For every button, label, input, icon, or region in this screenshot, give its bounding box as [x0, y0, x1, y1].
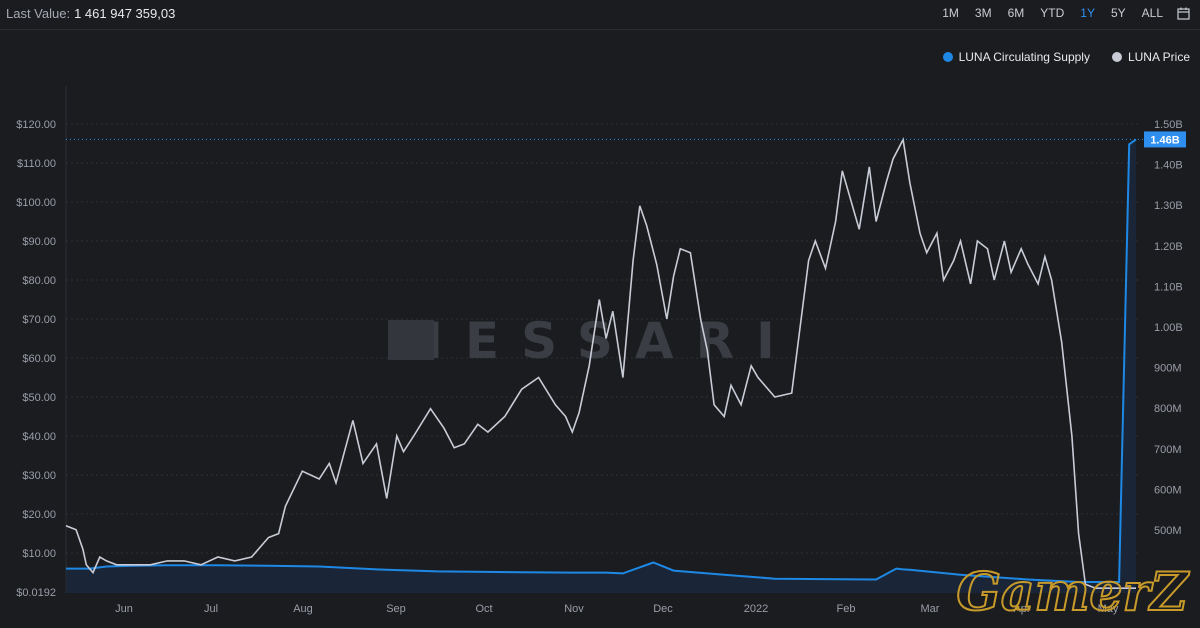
range-ytd[interactable]: YTD	[1040, 6, 1065, 20]
y-right-tick-label: 700M	[1154, 444, 1182, 456]
range-3m[interactable]: 3M	[974, 6, 992, 20]
y-left-tick-label: $30.00	[22, 470, 56, 482]
legend-item-supply[interactable]: LUNA Circulating Supply	[942, 50, 1090, 64]
legend-dot-supply	[942, 52, 953, 62]
y-right-tick-label: 1.20B	[1154, 241, 1183, 253]
x-tick-label: Aug	[293, 603, 313, 615]
last-value-number: 1 461 947 359,03	[74, 6, 176, 21]
x-tick-label: May	[1098, 603, 1119, 615]
y-left-tick-label: $110.00	[17, 158, 56, 170]
x-tick-label: Sep	[386, 603, 406, 615]
last-value-label: Last Value:	[6, 6, 71, 21]
legend-dot-price	[1111, 52, 1122, 62]
price-line	[65, 137, 1136, 589]
watermark-logo	[388, 320, 434, 360]
x-tick-label: Feb	[837, 603, 856, 615]
y-left-tick-label: $80.00	[22, 275, 56, 287]
last-value-tag-bg	[1144, 131, 1186, 148]
x-tick-label: Jul	[204, 603, 218, 615]
y-right-tick-label: 1.00B	[1154, 322, 1183, 334]
overlay-watermark: GamerZ	[956, 562, 1190, 623]
y-left-tick-label: $60.00	[22, 353, 56, 365]
range-6m[interactable]: 6M	[1007, 6, 1025, 20]
last-value: Last Value: 1 461 947 359,03	[6, 6, 175, 21]
y-right-tick-label: 1.50B	[1154, 119, 1183, 131]
y-right-tick-label: 900M	[1154, 363, 1182, 375]
last-value-tag: 1.46B	[1150, 134, 1179, 146]
top-bar: Last Value: 1 461 947 359,03 1M 3M 6M YTD…	[0, 0, 1200, 28]
x-tick-label: 2022	[744, 603, 768, 615]
watermark-text: MESSARI	[393, 312, 797, 370]
y-right-tick-label: 800M	[1154, 403, 1182, 415]
range-5y[interactable]: 5Y	[1110, 6, 1126, 20]
y-left-tick-label: $90.00	[22, 236, 56, 248]
legend-label-supply: LUNA Circulating Supply	[958, 50, 1090, 64]
x-tick-label: Jun	[115, 603, 133, 615]
y-left-tick-label: $10.00	[22, 548, 56, 560]
chart-legend: LUNA Circulating Supply LUNA Price	[942, 50, 1190, 64]
y-left-tick-label: $70.00	[22, 314, 56, 326]
legend-item-price[interactable]: LUNA Price	[1111, 50, 1190, 64]
x-tick-label: Apr	[1013, 603, 1030, 615]
range-1y[interactable]: 1Y	[1080, 6, 1095, 20]
y-right-tick-label: 1.10B	[1154, 281, 1183, 293]
y-right-tick-label: 1.30B	[1154, 200, 1183, 212]
y-right-tick-label: 1.40B	[1154, 160, 1183, 172]
x-tick-label: Dec	[653, 603, 673, 615]
x-tick-label: Nov	[564, 603, 584, 615]
calendar-icon[interactable]	[1177, 7, 1190, 20]
time-range-selector: 1M 3M 6M YTD 1Y 5Y ALL	[934, 5, 1190, 21]
x-tick-label: Mar	[921, 603, 940, 615]
y-left-tick-label: $50.00	[22, 392, 56, 404]
y-left-tick-label: $100.00	[16, 197, 56, 209]
x-tick-label: Oct	[475, 603, 492, 615]
header-divider	[0, 29, 1200, 30]
y-left-tick-label: $120.00	[16, 119, 56, 131]
range-all[interactable]: ALL	[1141, 6, 1163, 20]
y-left-tick-label: $0.0192	[16, 587, 56, 599]
supply-line	[66, 138, 1137, 583]
y-left-tick-label: $20.00	[22, 509, 56, 521]
y-right-tick-label: 500M	[1154, 525, 1182, 537]
legend-label-price: LUNA Price	[1127, 50, 1190, 64]
y-right-tick-label: 600M	[1154, 484, 1182, 496]
range-1m[interactable]: 1M	[942, 6, 959, 20]
y-left-tick-label: $40.00	[22, 431, 56, 443]
